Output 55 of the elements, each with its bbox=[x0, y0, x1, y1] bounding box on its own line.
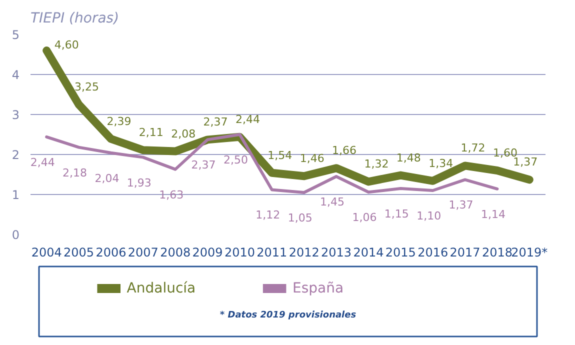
data-label: 1,34 bbox=[428, 156, 454, 170]
data-label: 1,37 bbox=[513, 156, 538, 169]
y-tick-label: 0 bbox=[12, 228, 20, 242]
y-tick-label: 3 bbox=[12, 108, 20, 122]
data-label: 1,54 bbox=[268, 148, 292, 162]
y-tick-label: 4 bbox=[12, 68, 20, 82]
data-label: 1,10 bbox=[416, 210, 442, 222]
data-label: 2,50 bbox=[223, 154, 248, 166]
data-label: 1,45 bbox=[320, 196, 345, 208]
x-tick-label: 2009 bbox=[192, 246, 223, 260]
x-tick-label: 2004 bbox=[31, 246, 62, 260]
data-label: 2,04 bbox=[94, 172, 120, 185]
y-tick-label: 2 bbox=[12, 148, 20, 162]
data-label: 1,12 bbox=[256, 208, 280, 222]
x-tick-label: 2011 bbox=[256, 246, 288, 260]
legend-label: España bbox=[292, 280, 344, 296]
data-label: 3,25 bbox=[74, 80, 100, 94]
x-tick-label: 2010 bbox=[224, 246, 255, 260]
data-label: 1,48 bbox=[396, 151, 421, 164]
data-label: 2,18 bbox=[62, 166, 88, 180]
data-label: 2,44 bbox=[30, 156, 55, 169]
data-label: 1,72 bbox=[460, 142, 486, 155]
legend-label: Andalucía bbox=[126, 280, 196, 296]
x-tick-label: 2012 bbox=[288, 246, 320, 260]
data-label: 1,93 bbox=[126, 176, 152, 190]
data-label: 2,39 bbox=[106, 114, 132, 128]
data-label: 4,60 bbox=[54, 38, 79, 52]
y-tick-label: 5 bbox=[12, 28, 20, 42]
x-tick-label: 2013 bbox=[321, 246, 352, 260]
y-axis-title: TIEPI (horas) bbox=[30, 10, 120, 26]
data-label: 1,05 bbox=[288, 212, 312, 224]
data-label: 1,32 bbox=[364, 158, 389, 171]
x-tick-label: 2018 bbox=[482, 246, 512, 260]
data-label: 2,37 bbox=[203, 116, 228, 129]
x-tick-label: 2017 bbox=[450, 246, 480, 260]
x-tick-label: 2016 bbox=[418, 246, 448, 260]
data-label: 2,44 bbox=[235, 112, 260, 126]
data-label: 1,66 bbox=[332, 144, 357, 158]
x-tick-label: 2007 bbox=[128, 246, 158, 260]
data-label: 1,37 bbox=[448, 198, 474, 212]
x-tick-label: 2006 bbox=[96, 246, 126, 260]
data-label: 1,06 bbox=[352, 211, 377, 224]
data-label: 1,15 bbox=[384, 208, 409, 220]
data-label: 2,37 bbox=[191, 158, 216, 172]
x-tick-label: 2019* bbox=[511, 246, 548, 260]
data-label: 1,46 bbox=[300, 152, 324, 166]
data-label: 2,08 bbox=[171, 127, 196, 140]
x-tick-label: 2014 bbox=[353, 246, 384, 260]
text: * Datos 2019 provisionales bbox=[220, 310, 357, 320]
x-tick-label: 2005 bbox=[64, 246, 94, 260]
x-tick-label: 2008 bbox=[160, 246, 191, 260]
data-label: 2,11 bbox=[138, 126, 164, 140]
y-tick-label: 1 bbox=[12, 188, 20, 202]
data-label: 1,14 bbox=[480, 208, 506, 221]
x-tick-label: 2015 bbox=[385, 246, 416, 260]
